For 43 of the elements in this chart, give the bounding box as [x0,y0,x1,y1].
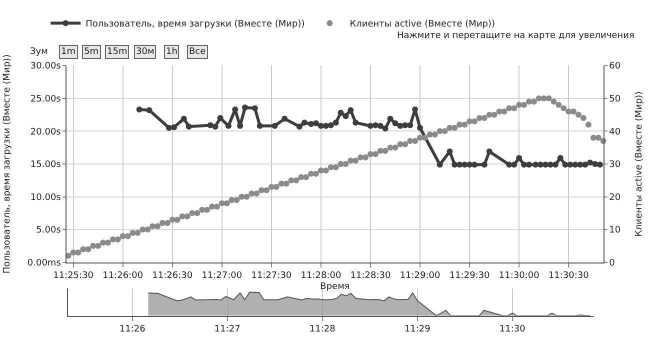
y-tick-label: 5.00s [36,226,62,236]
text: 15m [107,47,128,57]
y-axis-title: Пользователь, время загрузки (Вместе (Мир)) [2,54,13,274]
x-tick-label: 11:29:00 [400,271,441,282]
y2-tick-label: 60 [609,62,621,72]
y2-tick-label: 30 [609,160,621,170]
text: 1h [166,47,178,57]
x-tick-label: 11:25:30 [53,271,94,282]
x-tick-label: 11:27 [214,324,240,335]
x-tick-label: 11:30 [499,324,526,335]
y-tick-label: 15.00s [30,160,62,170]
text: 30м [136,47,154,57]
x-tick-label: 11:26:30 [152,271,193,282]
y-tick-label: 10.00s [30,192,62,203]
y2-axis-title: Клиенты active (Вместе (Мир)) [634,91,645,237]
x-tick-label: 11:29:30 [449,271,490,282]
text: Зум [30,47,48,57]
legend-label: Пользователь, время загрузки (Вместе (Мир)) [86,20,305,30]
text: 1m [61,47,76,57]
x-tick-label: 11:30:30 [548,271,590,282]
x-tick-label: 11:29 [404,324,431,335]
y-tick-label: 0.00ms [27,258,62,268]
x-tick-label: 11:26:00 [102,271,144,282]
x-tick-label: 11:27:30 [251,271,292,282]
x-tick-label: 11:28:00 [300,271,342,282]
y2-tick-label: 40 [609,127,621,138]
y2-tick-label: 50 [609,94,621,105]
text: Все [189,47,206,57]
y2-tick-label: 20 [609,192,621,203]
x-tick-label: 11:28:30 [350,271,391,282]
x-tick-label: 11:26 [119,324,146,335]
text: Нажмите и перетащите на карте для увеличения [397,31,634,41]
y-tick-label: 20.00s [30,127,62,138]
legend-label: Клиенты active (Вместе (Мир)) [350,20,496,30]
y2-tick-label: 0 [609,258,616,268]
x-tick-label: 11:28 [309,324,336,335]
x-tick-label: 11:30:00 [498,271,540,282]
y-tick-label: 25.00s [30,94,62,105]
x-tick-label: 11:27:00 [202,271,242,282]
y2-tick-label: 10 [609,226,621,236]
x-axis-title: Время [320,282,350,292]
y-tick-label: 30.00s [30,62,62,72]
text: 5m [84,47,98,57]
